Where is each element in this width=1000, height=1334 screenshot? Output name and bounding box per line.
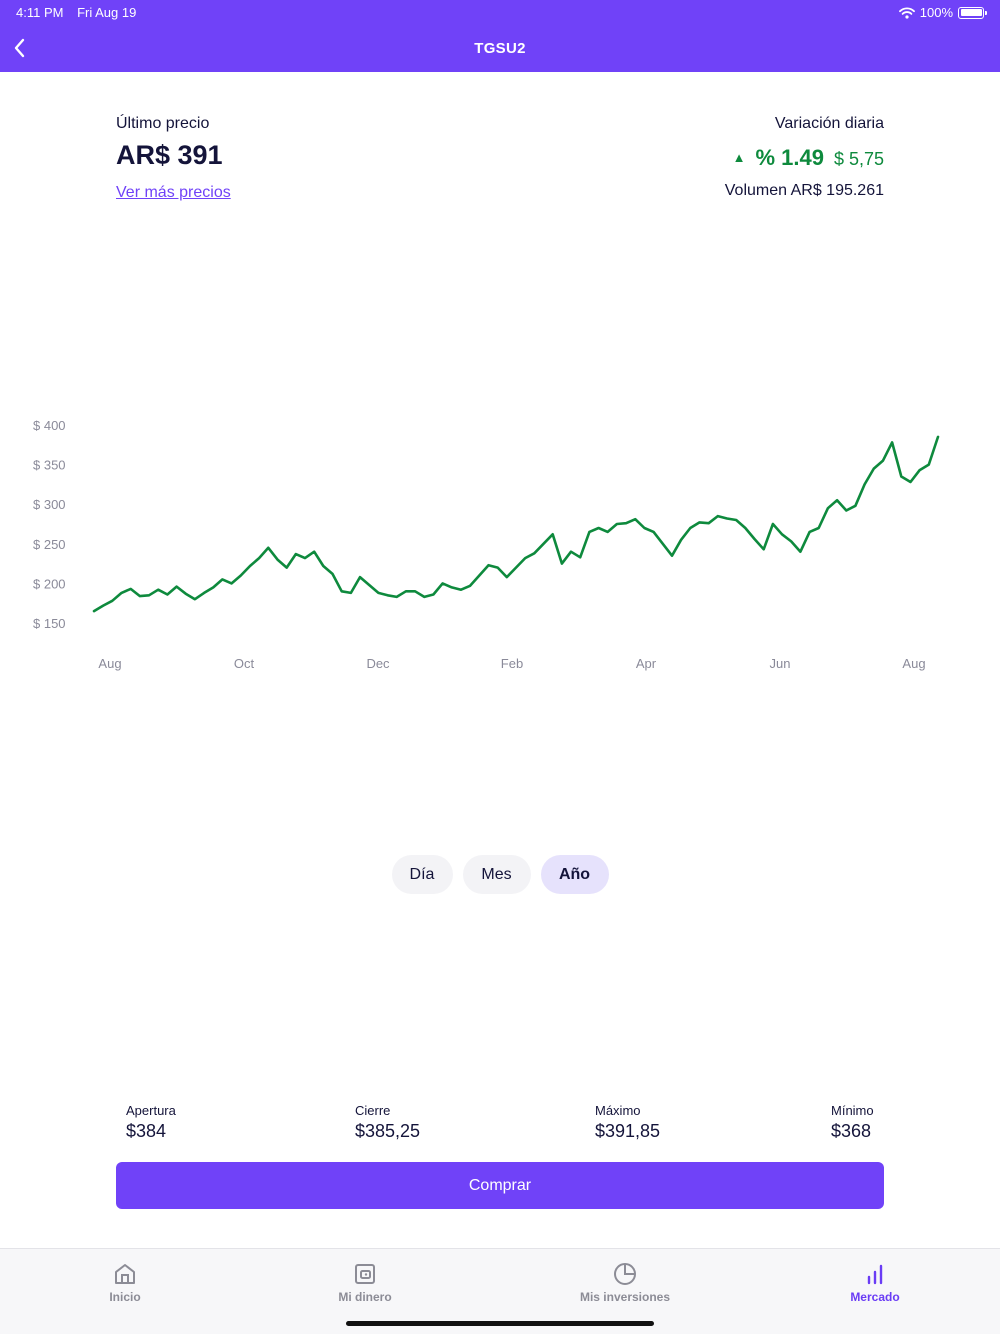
x-tick-label: Jun bbox=[770, 656, 791, 671]
stat-max: Máximo $391,85 bbox=[595, 1103, 660, 1142]
tabbar-item-mis-inversiones[interactable]: Mis inversiones bbox=[555, 1261, 695, 1304]
y-tick-label: $ 250 bbox=[33, 537, 66, 552]
stat-open-value: $384 bbox=[126, 1121, 167, 1141]
x-tick-label: Apr bbox=[636, 656, 657, 671]
tabbar-item-mercado[interactable]: Mercado bbox=[805, 1261, 945, 1304]
stat-close-label: Cierre bbox=[355, 1103, 391, 1118]
tabbar-item-inicio[interactable]: Inicio bbox=[55, 1261, 195, 1304]
stat-min-label: Mínimo bbox=[831, 1103, 874, 1118]
stat-max-label: Máximo bbox=[595, 1103, 641, 1118]
status-time: 4:11 PM bbox=[16, 5, 64, 20]
last-price-value: AR$ 391 bbox=[116, 140, 223, 170]
tabbar-label-mis-inversiones: Mis inversiones bbox=[579, 1290, 671, 1304]
bottom-tab-bar: Inicio Mi dinero Mis inversiones Mercado bbox=[0, 1248, 1000, 1334]
tabbar-item-mi-dinero[interactable]: Mi dinero bbox=[295, 1261, 435, 1304]
bar-chart-icon bbox=[867, 1264, 883, 1285]
daily-variation-label: Variación diaria bbox=[774, 115, 884, 132]
tab-year[interactable]: Año bbox=[540, 855, 609, 894]
y-tick-label: $ 400 bbox=[33, 418, 66, 433]
y-tick-label: $ 350 bbox=[33, 458, 66, 473]
tab-month[interactable]: Mes bbox=[462, 855, 531, 894]
stat-close: Cierre $385,25 bbox=[355, 1103, 420, 1142]
home-indicator bbox=[346, 1321, 654, 1326]
x-tick-label: Aug bbox=[902, 656, 925, 671]
y-tick-label: $ 200 bbox=[33, 576, 66, 591]
more-prices-link[interactable]: Ver más precios bbox=[116, 184, 231, 201]
stat-open-label: Apertura bbox=[126, 1103, 176, 1118]
period-selector: Día Mes Año bbox=[0, 855, 1000, 894]
variation-percent: % 1.49 bbox=[755, 145, 824, 170]
chevron-left-icon bbox=[14, 38, 25, 58]
price-series-line bbox=[92, 435, 940, 613]
daily-variation: ▲ % 1.49 $ 5,75 bbox=[733, 145, 884, 171]
stat-min: Mínimo $368 bbox=[831, 1103, 874, 1142]
x-axis: Aug Oct Dec Feb Apr Jun Aug bbox=[98, 656, 925, 671]
pie-chart-icon bbox=[614, 1263, 636, 1285]
x-tick-label: Aug bbox=[98, 656, 121, 671]
last-price-label: Último precio bbox=[116, 115, 210, 132]
volume-value: Volumen AR$ 195.261 bbox=[724, 182, 884, 199]
tabbar-label-inicio: Inicio bbox=[109, 1290, 141, 1304]
stat-open: Apertura $384 bbox=[126, 1103, 176, 1142]
top-bar: 4:11 PM Fri Aug 19 100% TGSU2 bbox=[0, 0, 1000, 72]
y-axis: $ 150 $ 200 $ 250 $ 300 $ 350 $ 400 bbox=[33, 418, 66, 631]
tab-day[interactable]: Día bbox=[391, 855, 453, 894]
stat-max-value: $391,85 bbox=[595, 1121, 661, 1141]
wifi-icon bbox=[898, 6, 915, 19]
buy-button[interactable]: Comprar bbox=[116, 1162, 884, 1209]
tabbar-label-mi-dinero: Mi dinero bbox=[338, 1290, 392, 1304]
variation-amount: $ 5,75 bbox=[833, 149, 884, 169]
wallet-icon bbox=[355, 1264, 375, 1284]
stat-close-value: $385,25 bbox=[355, 1121, 421, 1141]
status-date: Fri Aug 19 bbox=[77, 5, 137, 20]
battery-icon bbox=[958, 6, 987, 19]
status-bar-left: 4:11 PM Fri Aug 19 bbox=[16, 5, 136, 20]
page-title: TGSU2 bbox=[474, 40, 526, 57]
stat-min-value: $368 bbox=[831, 1121, 872, 1141]
price-chart: $ 150 $ 200 $ 250 $ 300 $ 350 $ 400 Aug Oct Dec… bbox=[33, 418, 940, 671]
y-tick-label: $ 300 bbox=[33, 497, 66, 512]
x-tick-label: Feb bbox=[501, 656, 523, 671]
tabbar-label-mercado: Mercado bbox=[850, 1290, 900, 1304]
y-tick-label: $ 150 bbox=[33, 616, 66, 631]
home-icon bbox=[115, 1264, 135, 1284]
battery-percent: 100% bbox=[919, 5, 953, 20]
back-button[interactable] bbox=[8, 34, 34, 62]
x-tick-label: Oct bbox=[234, 656, 255, 671]
x-tick-label: Dec bbox=[366, 656, 390, 671]
triangle-up-icon: ▲ bbox=[732, 150, 746, 165]
status-bar-right: 100% bbox=[898, 5, 987, 20]
